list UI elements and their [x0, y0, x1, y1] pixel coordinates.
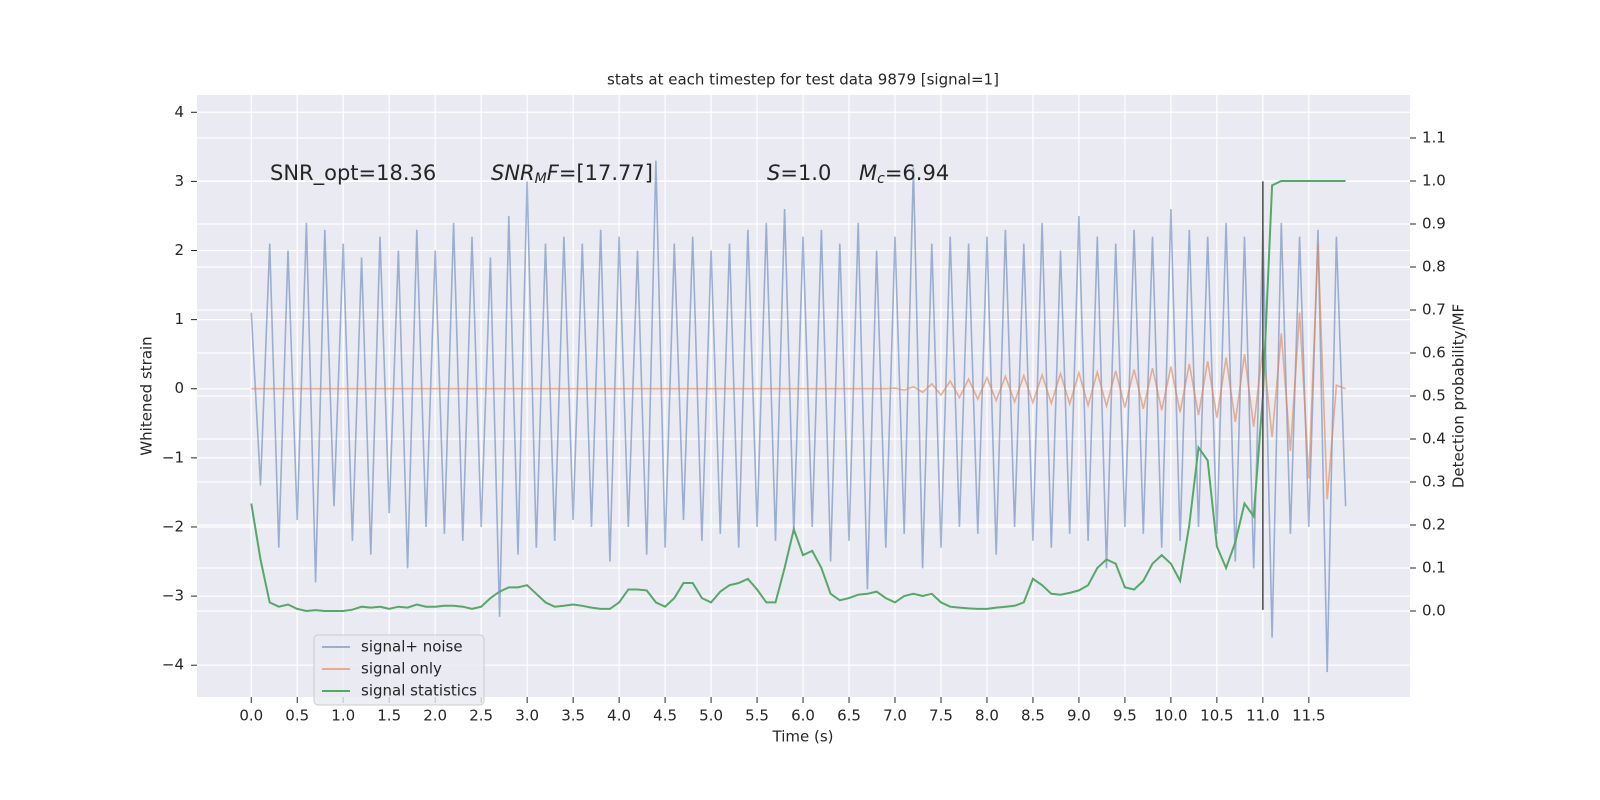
grid [197, 95, 1410, 697]
legend: signal+ noise signal only signal statistic… [313, 634, 485, 706]
y2-tick-label: 0.3 [1422, 473, 1446, 491]
legend-box [313, 634, 485, 706]
x-tick-label: 2.5 [469, 707, 493, 725]
series-line [251, 243, 1346, 500]
y-tick-label: −3 [162, 587, 184, 605]
x-tick-label: 3.0 [515, 707, 539, 725]
x-tick-label: 0.0 [239, 707, 263, 725]
legend-label: signal only [361, 660, 442, 678]
x-tick-label: 6.0 [791, 707, 815, 725]
x-tick-label: 10.5 [1200, 707, 1233, 725]
x-tick-label: 6.5 [837, 707, 861, 725]
x-tick-label: 9.0 [1067, 707, 1091, 725]
annotation-part: SNR_opt=18.36 [270, 161, 436, 186]
y2-tick-label: 0.0 [1422, 602, 1446, 620]
annotation-part: M [535, 171, 547, 187]
y2-tick-label: 0.5 [1422, 387, 1446, 405]
x-axis-label: Time (s) [772, 728, 834, 746]
y2-tick-label: 0.9 [1422, 215, 1446, 233]
y2-tick-label: 0.6 [1422, 344, 1446, 362]
annotation-part: c [877, 171, 885, 187]
y2-tick-label: 0.1 [1422, 559, 1446, 577]
y-tick-label: 0 [174, 379, 184, 397]
x-tick-label: 4.0 [607, 707, 631, 725]
x-tick-label: 8.0 [975, 707, 999, 725]
x-tick-label: 8.5 [1021, 707, 1045, 725]
y2-tick-label: 0.7 [1422, 301, 1446, 319]
x-tick-label: 11.0 [1246, 707, 1279, 725]
x-tick-label: 5.5 [745, 707, 769, 725]
x-tick-label: 7.0 [883, 707, 907, 725]
x-tick-label: 3.5 [561, 707, 585, 725]
annotation: Mc=6.94 [859, 161, 949, 187]
annotation-part: M [859, 161, 877, 185]
y2-tick-label: 1.0 [1422, 172, 1446, 190]
y2-tick-label: 0.2 [1422, 516, 1446, 534]
y-tick-label: 3 [174, 172, 184, 190]
y-tick-label: 2 [174, 241, 184, 259]
y-tick-label: −4 [162, 656, 184, 674]
annotation: SNR_opt=18.36 [270, 161, 436, 186]
x-tick-label: 7.5 [929, 707, 953, 725]
y-tick-label: −2 [162, 517, 184, 535]
annotation-part: SNR [491, 161, 535, 185]
y-tick-label: 4 [174, 103, 184, 121]
y-tick-label: 1 [174, 310, 184, 328]
y2-axis-label: Detection probability/MF [1450, 304, 1468, 488]
series-line [250, 180, 1346, 613]
x-tick-label: 1.5 [377, 707, 401, 725]
y2-tick-label: 1.1 [1422, 129, 1446, 147]
x-tick-label: 1.0 [331, 707, 355, 725]
x-tick-label: 2.0 [423, 707, 447, 725]
annotation-part: =1.0 [780, 161, 831, 185]
x-tick-label: 11.5 [1292, 707, 1325, 725]
x-tick-label: 9.5 [1113, 707, 1137, 725]
x-tick-label: 4.5 [653, 707, 677, 725]
x-tick-label: 5.0 [699, 707, 723, 725]
x-tick-label: 10.0 [1154, 707, 1187, 725]
y-tick-label: −1 [162, 448, 184, 466]
legend-label: signal+ noise [361, 638, 463, 656]
y2-tick-label: 0.4 [1422, 430, 1446, 448]
annotation-part: =[17.77] [559, 161, 653, 185]
y-axis-label: Whitened strain [138, 336, 156, 455]
annotation: S=1.0 [767, 161, 831, 185]
annotation-part: =6.94 [885, 161, 949, 185]
annotation-part: S [767, 161, 780, 185]
chart-title: stats at each timestep for test data 987… [607, 71, 999, 89]
annotation: SNRMF=[17.77] [491, 161, 653, 187]
x-tick-label: 0.5 [285, 707, 309, 725]
series-line [250, 160, 1347, 673]
y2-tick-label: 0.8 [1422, 258, 1446, 276]
legend-label: signal statistics [361, 682, 477, 700]
annotation-part: F [547, 161, 560, 185]
